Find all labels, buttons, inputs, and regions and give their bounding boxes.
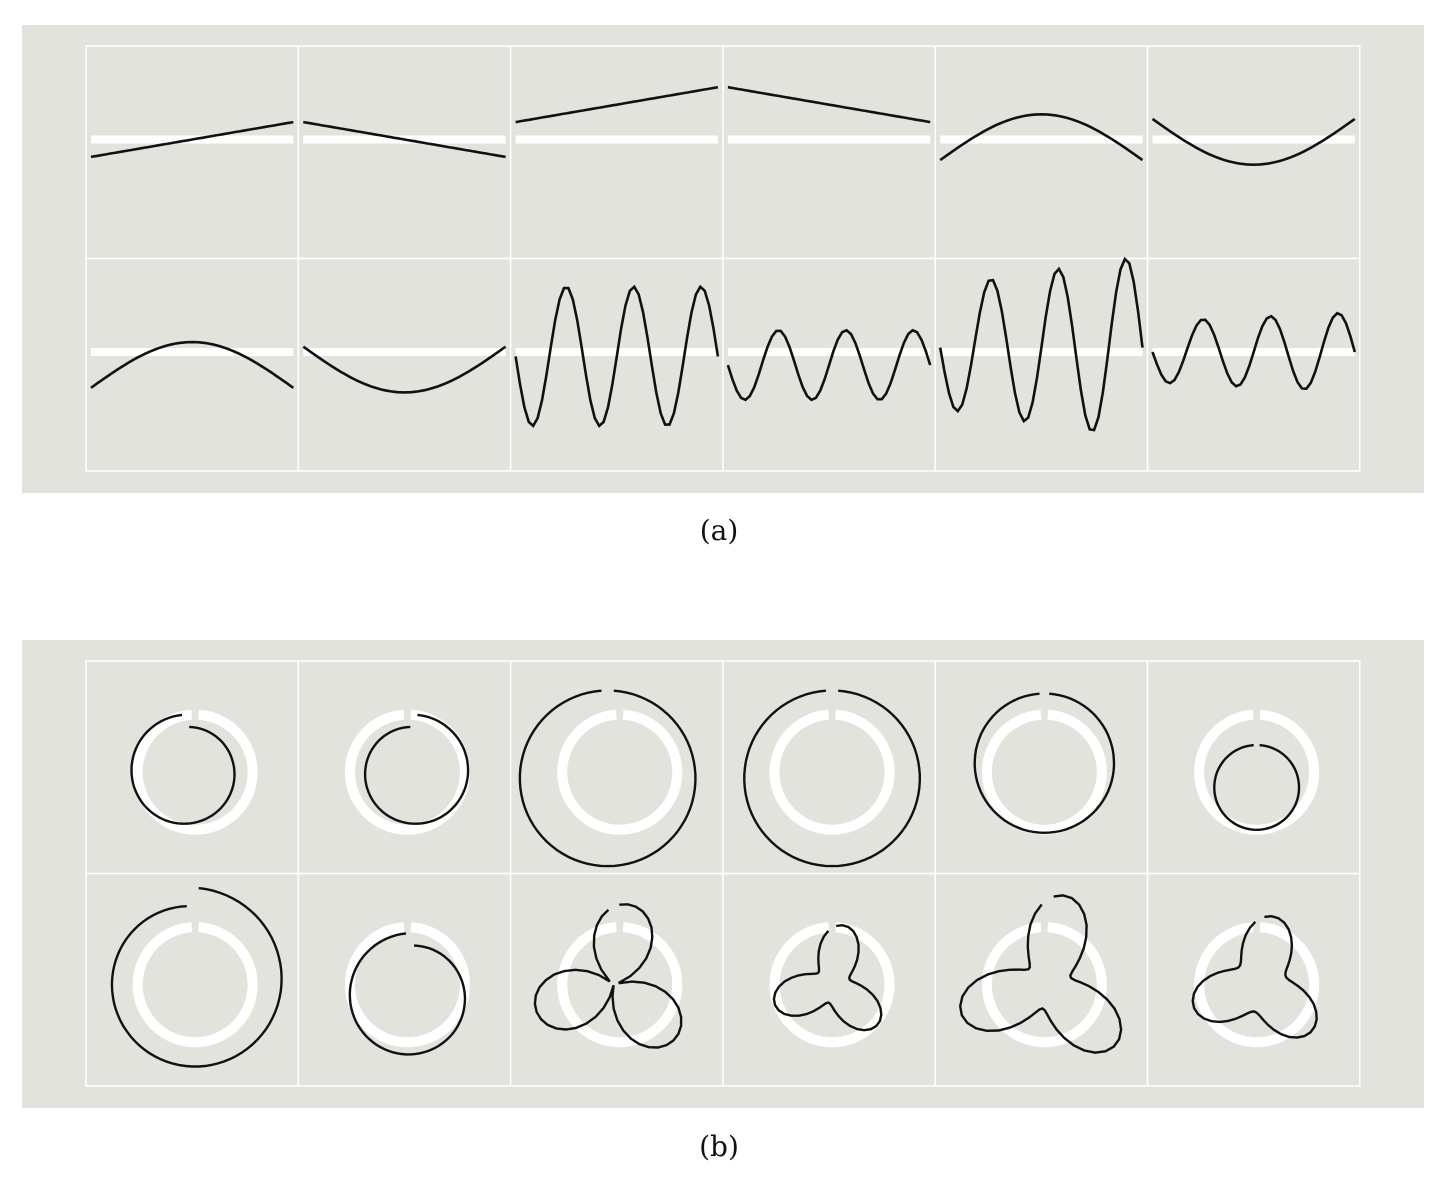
wave-curve — [303, 120, 506, 159]
polar-reference-circle — [344, 922, 470, 1048]
polar-curve — [533, 903, 683, 1049]
small-multiples-waves — [85, 45, 1361, 472]
polar-reference-circle — [981, 922, 1107, 1048]
wave-curve — [939, 112, 1144, 162]
polar-curve — [130, 713, 236, 825]
polar-curve — [518, 689, 697, 868]
polar-reference-circle — [557, 922, 683, 1048]
polar-curve — [110, 886, 283, 1068]
polar-reference-circle — [769, 922, 895, 1048]
polar-reference-circle — [557, 709, 683, 835]
polar-curve — [1191, 914, 1318, 1039]
polar-curve — [1213, 743, 1301, 832]
polar-curve — [743, 689, 921, 868]
wave-curve — [1151, 311, 1357, 391]
wave-curve — [1151, 117, 1356, 167]
polar-grid — [85, 660, 1361, 1087]
wave-curve — [302, 345, 507, 394]
polar-reference-circle — [344, 709, 470, 835]
polar-curve — [958, 894, 1123, 1054]
polar-curve — [973, 692, 1116, 835]
wave-curve — [514, 284, 720, 428]
polar-reference-circle — [1194, 922, 1320, 1048]
polar-curve — [363, 713, 470, 825]
figure-panel-a — [22, 25, 1424, 493]
wave-grid — [85, 45, 1361, 472]
polar-curve — [772, 923, 883, 1032]
figure-panel-b — [22, 640, 1424, 1108]
polar-reference-circle — [132, 709, 258, 835]
wave-curve — [726, 328, 932, 402]
polar-reference-circle — [769, 709, 895, 835]
wave-curve — [938, 256, 1144, 432]
polar-curve — [348, 932, 467, 1056]
wave-curve — [90, 340, 295, 389]
wave-curve — [515, 85, 719, 124]
caption-b: (b) — [699, 1130, 739, 1163]
wave-curve — [727, 85, 931, 124]
small-multiples-polar — [85, 660, 1361, 1087]
polar-reference-circle — [981, 709, 1107, 835]
polar-reference-circle — [132, 922, 258, 1048]
caption-a: (a) — [699, 514, 739, 547]
wave-curve — [90, 120, 294, 159]
